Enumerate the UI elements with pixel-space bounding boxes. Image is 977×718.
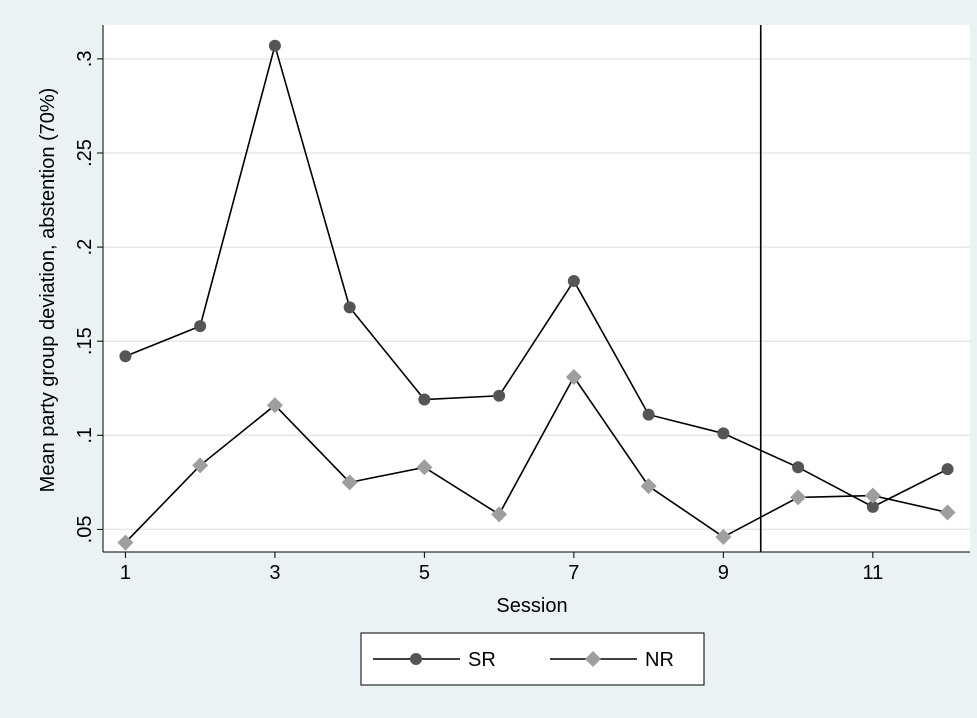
data-point-sr [866,500,879,513]
plot-background [103,25,970,552]
y-tick-label: .05 [74,516,96,544]
legend-marker-sr [410,653,422,665]
y-tick-label: .2 [74,239,96,256]
legend-label-nr: NR [645,649,674,671]
data-point-nr [117,534,134,551]
data-point-sr [493,389,506,402]
data-point-nr [640,478,657,495]
data-point-sr [119,350,132,363]
legend-label-sr: SR [468,649,496,671]
data-point-nr [790,489,807,506]
legend: SR NR [360,632,705,686]
series-line-nr [124,375,948,544]
data-point-sr [194,320,207,333]
data-point-nr [491,506,508,523]
legend-item-nr: NR [550,649,674,671]
data-point-nr [266,397,283,414]
legend-item-sr: SR [373,649,496,671]
y-tick-label: .3 [74,51,96,68]
x-tick-label: 9 [718,562,729,584]
y-axis-label: Mean party group deviation, abstention (… [37,88,59,493]
data-point-sr [792,461,805,474]
data-point-sr [642,408,655,421]
grid-lines [103,58,970,531]
y-tick-label: .15 [74,327,96,355]
data-point-nr [341,474,358,491]
x-tick-label: 1 [120,562,131,584]
data-point-nr [416,459,433,476]
x-axis-label: Session [496,595,567,617]
data-point-nr [192,457,209,474]
x-tick-label: 11 [862,562,883,584]
series-line-sr [125,42,948,508]
x-tick-label: 7 [568,562,579,584]
series-group [117,39,956,551]
data-point-nr [715,528,732,545]
data-point-nr [939,504,956,521]
data-point-sr [418,393,431,406]
x-tick-label: 3 [269,562,280,584]
axes: .05 .1 .15 .2 .25 .3 1 3 5 7 9 11 [74,25,970,584]
data-point-sr [567,274,580,287]
y-tick-label: .1 [74,427,96,444]
x-tick-label: 5 [419,562,430,584]
data-point-sr [268,39,281,52]
data-point-nr [864,487,881,504]
data-point-sr [343,301,356,314]
data-point-nr [565,368,582,385]
y-tick-label: .25 [74,139,96,167]
data-point-sr [717,427,730,440]
legend-marker-nr [585,651,601,667]
data-point-sr [941,463,954,476]
